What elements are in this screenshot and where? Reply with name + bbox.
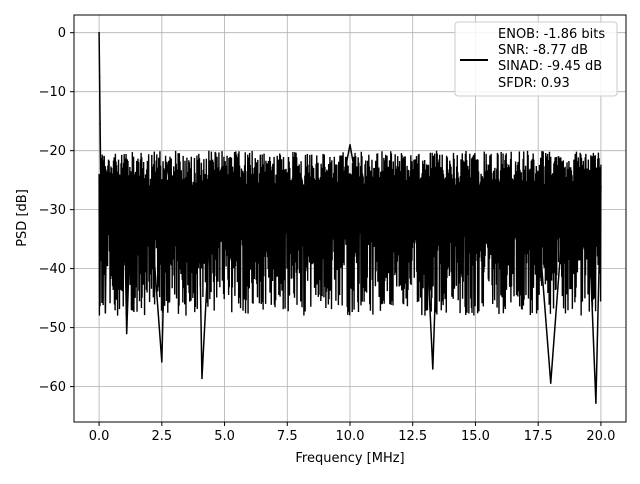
psd-data-point	[299, 208, 301, 211]
y-tick-label: −30	[39, 203, 66, 218]
psd-data-point	[113, 161, 115, 164]
psd-data-point	[336, 208, 339, 211]
y-tick-label: 0	[58, 26, 66, 41]
x-axis-label: Frequency [MHz]	[295, 451, 404, 466]
legend: ENOB: -1.86 bits SNR: -8.77 dB SINAD: -9…	[454, 21, 618, 97]
legend-text-enob: ENOB: -1.86 bits	[498, 27, 605, 42]
psd-data-point	[286, 214, 289, 217]
psd-data-point	[549, 382, 552, 384]
psd-data-point	[311, 220, 314, 223]
psd-data-point	[173, 214, 176, 217]
psd-data-point	[130, 185, 133, 187]
psd-data-point	[108, 185, 110, 187]
x-tick-label: 5.0	[214, 429, 235, 444]
psd-data-point	[99, 123, 101, 125]
psd-data-point	[186, 191, 188, 193]
psd-data-point	[201, 377, 203, 380]
psd-data-point	[595, 402, 597, 404]
psd-data-point	[103, 155, 105, 158]
psd-data-point	[374, 220, 376, 223]
psd-data-point	[105, 197, 108, 199]
psd-data-point	[148, 191, 151, 193]
x-tick-label: 12.5	[398, 429, 427, 444]
psd-data-point	[562, 214, 565, 217]
psd-data-point	[499, 208, 502, 211]
psd-data-point	[386, 208, 389, 211]
psd-data-point	[211, 185, 213, 187]
psd-data-point	[537, 220, 539, 223]
psd-data-point	[102, 208, 104, 211]
psd-data-point	[198, 226, 201, 229]
psd-data-point	[123, 197, 125, 199]
psd-data-point	[432, 368, 434, 370]
series-layer	[98, 31, 602, 404]
x-tick-label: 0.0	[89, 429, 110, 444]
psd-data-point	[324, 202, 326, 205]
psd-data-point	[261, 202, 263, 205]
psd-data-point	[424, 208, 427, 211]
psd-data-point	[223, 208, 226, 211]
psd-data-point	[98, 76, 101, 78]
psd-data-point	[110, 232, 113, 235]
x-tick-label: 17.5	[524, 429, 553, 444]
psd-noise-band	[98, 150, 602, 316]
legend-text-sinad: SINAD: -9.45 dB	[498, 59, 602, 74]
x-tick-label: 10.0	[336, 429, 365, 444]
psd-data-point	[166, 161, 168, 164]
tick-layer: 0.0 2.5 5.0 7.5 10.0 12.5 15.0 17.5 20.0 0 −10 −20 −…	[39, 26, 616, 444]
psd-data-point	[273, 220, 276, 223]
y-tick-label: −50	[39, 321, 66, 336]
psd-data-point	[487, 202, 489, 205]
psd-data-point	[411, 202, 414, 205]
y-tick-label: −10	[39, 85, 66, 100]
legend-box	[454, 21, 618, 97]
y-tick-label: −60	[39, 380, 66, 395]
psd-data-point	[100, 226, 103, 229]
psd-data-point	[104, 312, 107, 314]
psd-data-point	[161, 361, 163, 363]
psd-data-point	[361, 214, 364, 217]
psd-data-point	[437, 220, 439, 223]
psd-data-point	[600, 185, 602, 187]
y-tick-label: −20	[39, 144, 66, 159]
psd-data-point	[587, 208, 590, 211]
psd-data-point	[575, 202, 577, 205]
psd-data-point	[135, 208, 138, 211]
y-axis-label: PSD [dB]	[15, 189, 30, 247]
y-tick-label: −40	[39, 262, 66, 277]
psd-data-point	[462, 208, 464, 211]
psd-data-point	[100, 197, 102, 199]
psd-data-point	[449, 214, 452, 217]
psd-data-point	[99, 167, 102, 170]
psd-data-point	[125, 332, 128, 335]
psd-data-point	[524, 208, 527, 211]
legend-text-sfdr: SFDR: 0.93	[498, 76, 570, 91]
psd-data-point	[248, 214, 251, 217]
psd-data-point	[512, 214, 514, 217]
psd-data-point	[98, 31, 100, 34]
psd-data-point	[349, 143, 351, 146]
psd-data-point	[118, 202, 120, 205]
psd-data-point	[474, 220, 477, 223]
legend-text-snr: SNR: -8.77 dB	[498, 43, 588, 58]
psd-data-point	[236, 197, 238, 199]
x-tick-label: 7.5	[277, 429, 298, 444]
x-tick-label: 2.5	[151, 429, 172, 444]
x-tick-label: 15.0	[461, 429, 490, 444]
x-tick-label: 20.0	[586, 429, 615, 444]
psd-data-point	[399, 214, 401, 217]
